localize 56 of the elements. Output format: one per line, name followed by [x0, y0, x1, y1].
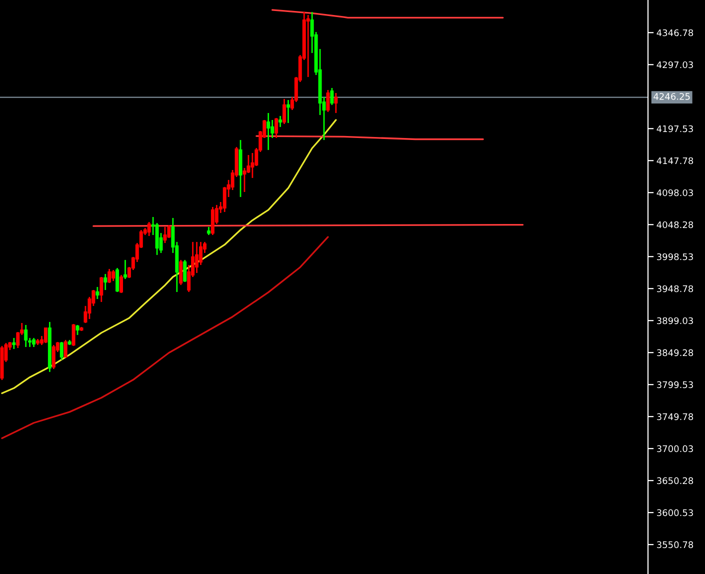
- candlestick: [64, 339, 68, 358]
- candlestick: [278, 115, 282, 128]
- y-tick-label: 3749.78: [657, 413, 694, 420]
- candlestick: [24, 324, 28, 348]
- ref-line-label: 4246.25: [654, 93, 690, 100]
- candlestick: [76, 324, 80, 336]
- candlestick: [44, 327, 48, 344]
- candlestick: [123, 259, 127, 280]
- candlestick: [183, 259, 187, 283]
- y-tick-label: 4346.78: [656, 29, 694, 36]
- line-series: [271, 9, 504, 19]
- candlestick: [250, 152, 254, 179]
- candlestick: [326, 89, 330, 113]
- candlestick: [306, 14, 310, 78]
- candlestick: [72, 323, 76, 347]
- y-tick-label: 3849.28: [657, 349, 694, 356]
- candlestick: [163, 226, 167, 244]
- candlestick: [334, 92, 338, 114]
- candlestick: [266, 112, 270, 151]
- candlestick: [112, 269, 116, 282]
- candlestick: [330, 87, 334, 106]
- y-tick-label: 4098.03: [656, 189, 693, 196]
- y-tick-label: 3948.78: [657, 285, 694, 292]
- candlestick: [96, 286, 100, 300]
- candlestick: [116, 267, 120, 293]
- candlestick: [12, 337, 16, 350]
- candlestick: [32, 337, 36, 348]
- candlestick: [274, 117, 278, 139]
- candlestick: [282, 98, 286, 125]
- y-tick-label: 4147.78: [656, 157, 694, 164]
- y-tick-label: 3550.78: [657, 541, 694, 548]
- candlestick: [210, 206, 214, 236]
- line-series: [1, 119, 337, 394]
- y-tick-label: 3998.53: [657, 253, 693, 260]
- candlestick: [147, 221, 151, 237]
- y-tick-label: 3600.53: [657, 509, 693, 516]
- candlestick: [52, 344, 56, 370]
- candlestick: [108, 268, 112, 284]
- line-series: [1, 236, 329, 440]
- y-tick-label: 4048.28: [656, 221, 694, 228]
- candlestick: [100, 276, 104, 303]
- y-tick-label: 4197.53: [656, 125, 693, 132]
- candlestick: [60, 341, 64, 361]
- candlestick: [242, 167, 246, 193]
- y-tick-label: 4297.03: [656, 61, 693, 68]
- candlestick: [167, 224, 171, 239]
- candlestick: [195, 241, 199, 274]
- candlestick: [286, 99, 290, 124]
- candlestick: [179, 259, 183, 286]
- y-tick-label: 3899.03: [657, 317, 693, 324]
- y-tick-label: 3700.03: [657, 445, 693, 452]
- y-tick-label: 3799.53: [657, 381, 693, 388]
- candlestick: [120, 274, 123, 294]
- candlestick: [155, 222, 159, 256]
- candlestick: [104, 273, 108, 291]
- y-tick-label: 3650.28: [657, 477, 694, 484]
